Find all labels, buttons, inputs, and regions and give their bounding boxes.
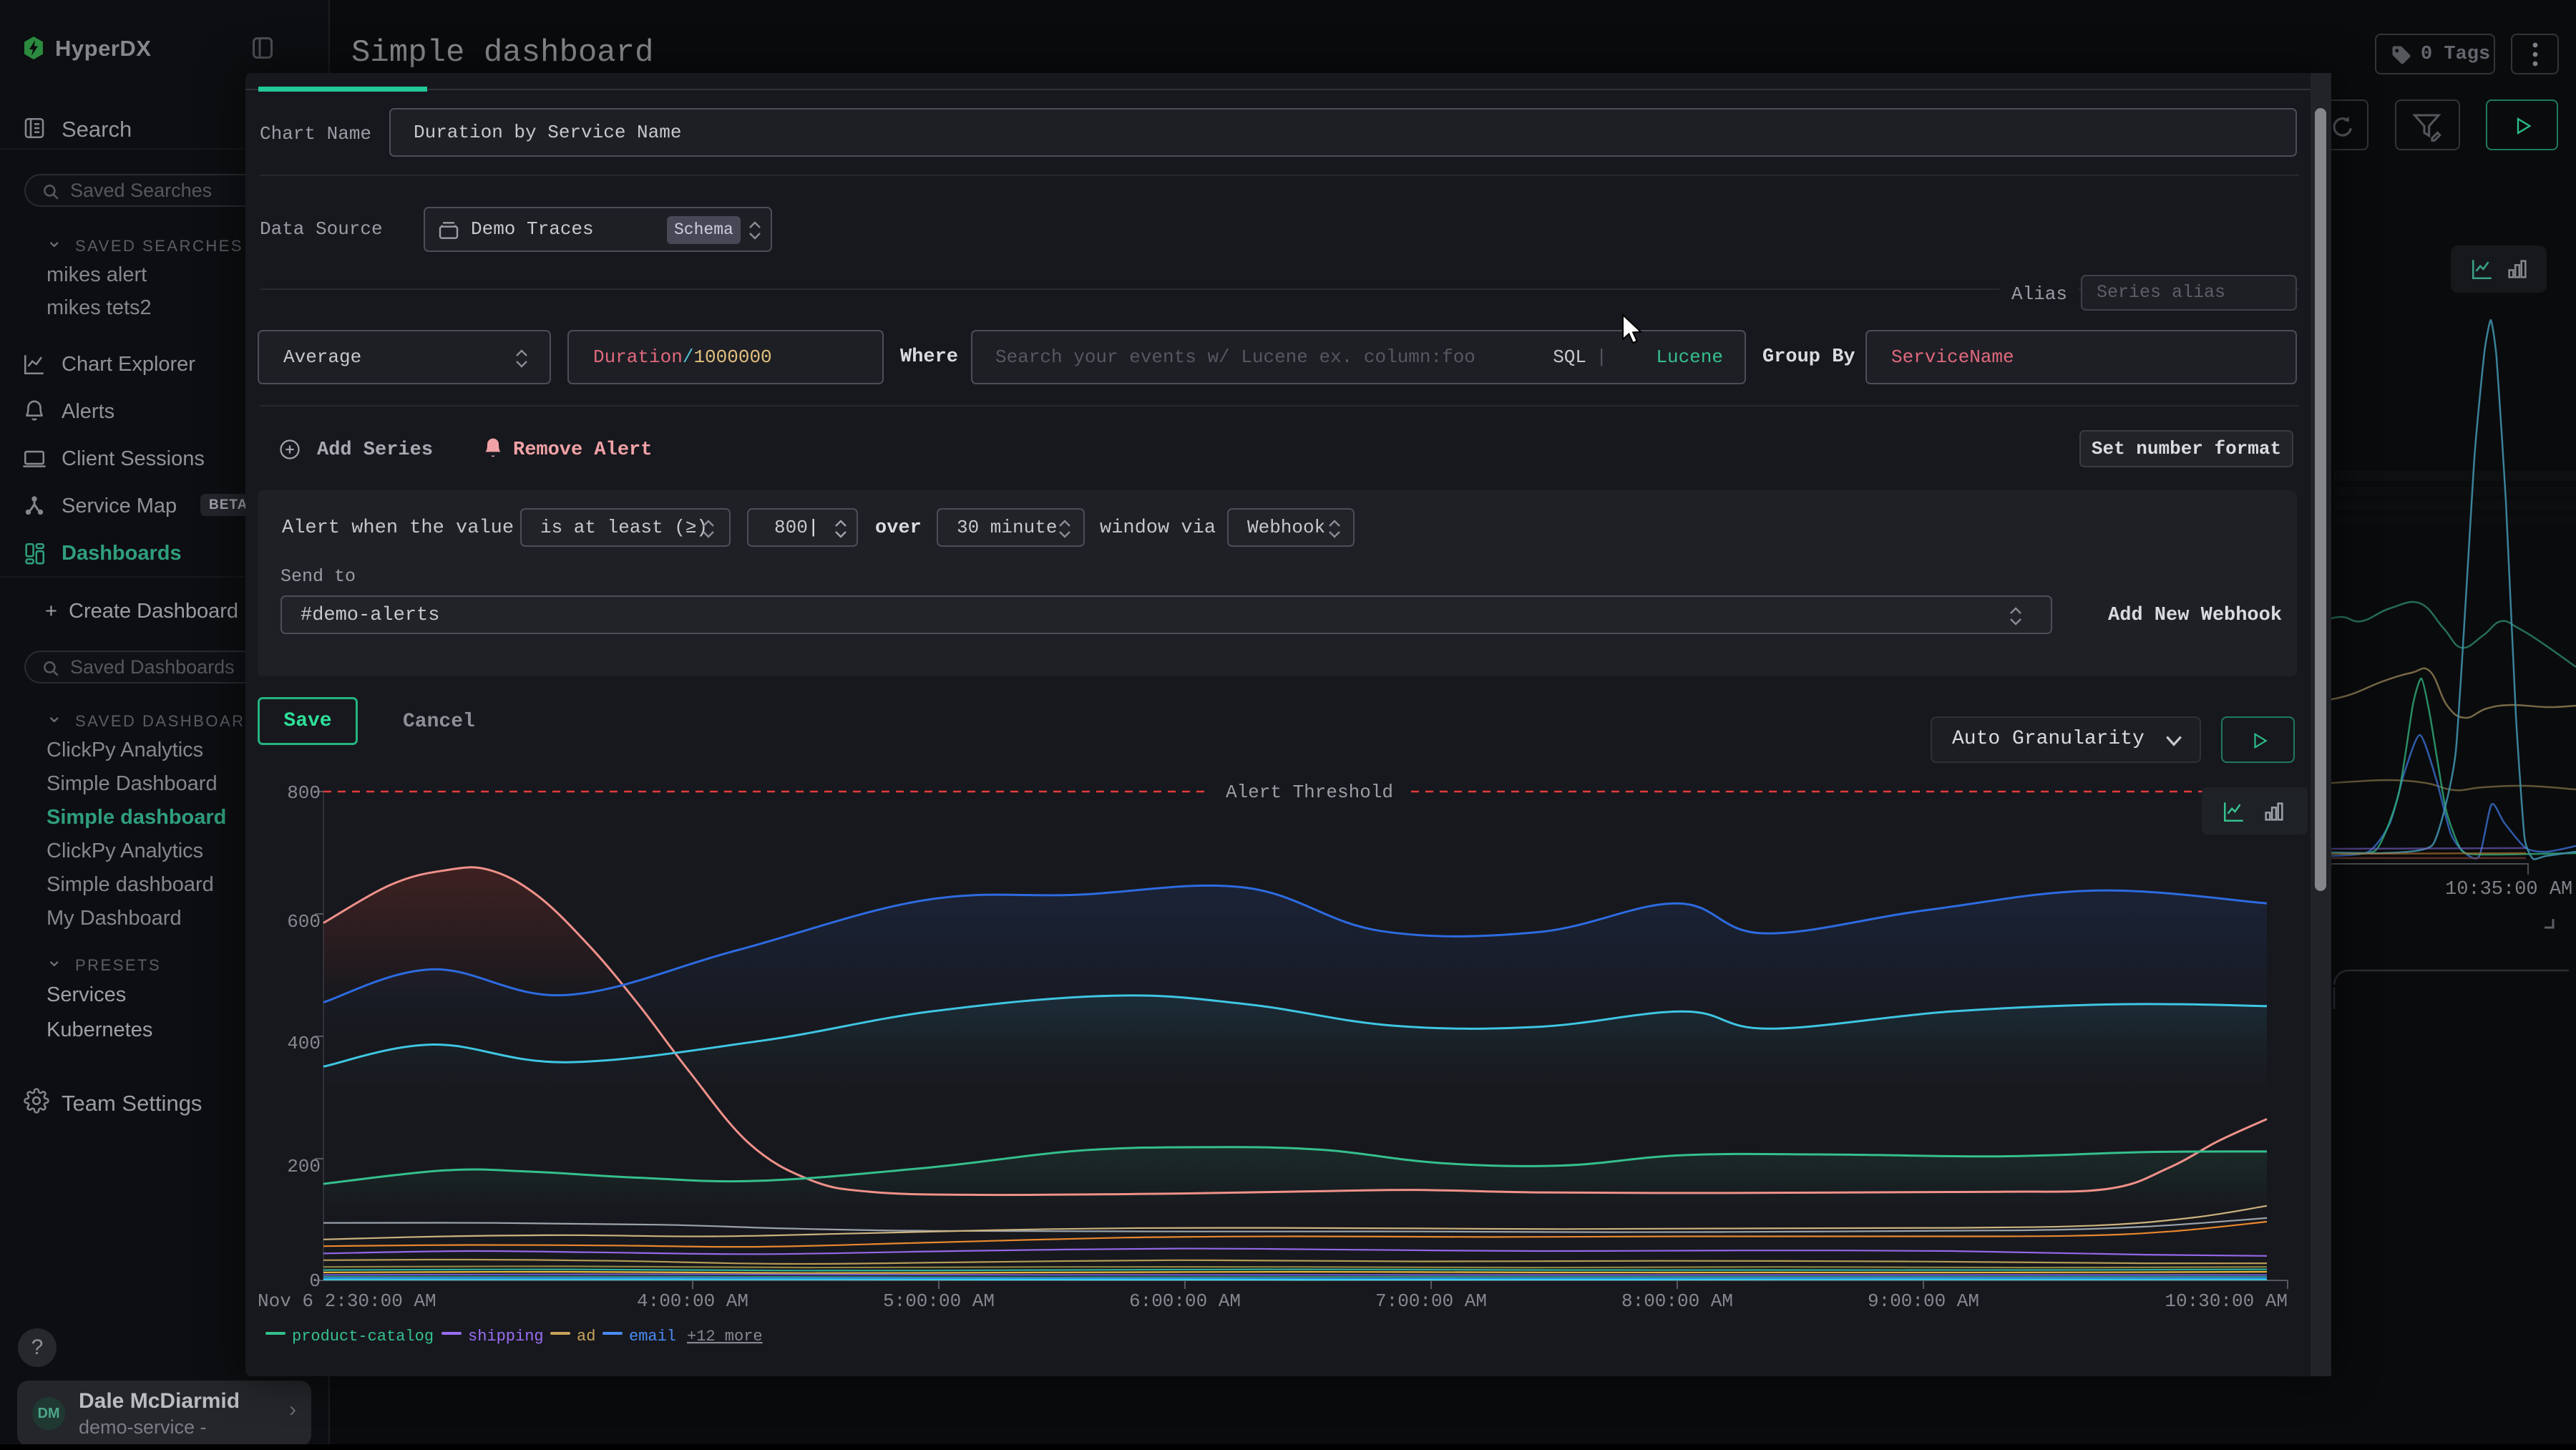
svg-text:10:35:00 AM: 10:35:00 AM (2445, 879, 2572, 900)
svg-text:10:30:00 AM: 10:30:00 AM (2165, 1290, 2288, 1312)
svg-text:email: email (629, 1328, 676, 1346)
svg-text:+12 more: +12 more (687, 1328, 763, 1346)
svg-text:shipping: shipping (468, 1328, 544, 1346)
svg-text:4:00:00 AM: 4:00:00 AM (637, 1290, 748, 1312)
svg-text:600: 600 (287, 911, 321, 933)
svg-text:400: 400 (287, 1033, 321, 1054)
svg-text:Nov 6 2:30:00 AM: Nov 6 2:30:00 AM (258, 1290, 436, 1312)
svg-text:5:00:00 AM: 5:00:00 AM (883, 1290, 995, 1312)
svg-text:ad: ad (577, 1328, 595, 1346)
svg-text:200: 200 (287, 1156, 321, 1177)
svg-text:7:00:00 AM: 7:00:00 AM (1375, 1290, 1487, 1312)
svg-text:0: 0 (309, 1270, 321, 1292)
svg-text:product-catalog: product-catalog (292, 1328, 434, 1346)
svg-text:6:00:00 AM: 6:00:00 AM (1129, 1290, 1241, 1312)
svg-text:800: 800 (287, 782, 321, 804)
svg-text:8:00:00 AM: 8:00:00 AM (1621, 1290, 1733, 1312)
svg-text:9:00:00 AM: 9:00:00 AM (1868, 1290, 1979, 1312)
svg-text:Alert Threshold: Alert Threshold (1226, 782, 1393, 803)
